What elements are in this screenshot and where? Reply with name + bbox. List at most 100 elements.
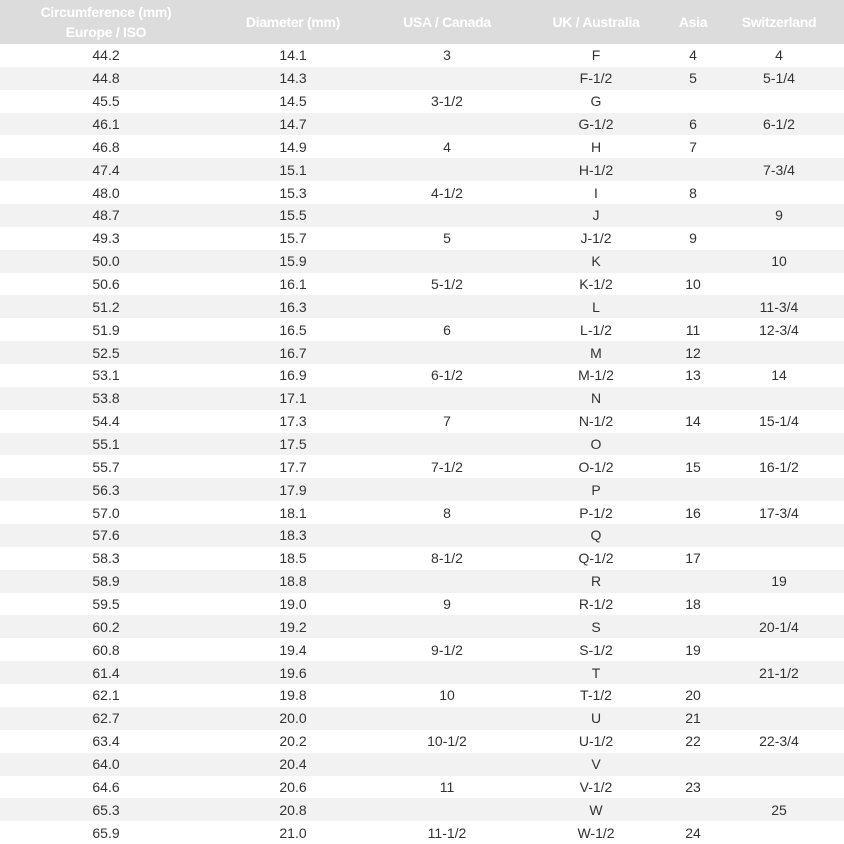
cell-usa-canada: 8-1/2 [431, 550, 463, 567]
cell-circumference: 65.9 [92, 824, 120, 841]
cell-uk-australia: S [520, 615, 672, 639]
cell-usa-canada: 3 [443, 47, 451, 64]
cell-usa-canada [374, 386, 520, 410]
cell-diameter: 14.1 [279, 47, 307, 64]
cell-asia: 24 [685, 824, 701, 841]
cell-switzerland [714, 684, 844, 707]
cell-circumference: 59.5 [92, 596, 120, 613]
table-row: 63.4 20.2 10-1/2 U-1/2 22 22-3/4 [0, 730, 844, 753]
cell-circumference: 58.3 [92, 550, 120, 567]
cell-asia: 4 [689, 47, 697, 64]
cell-usa-canada: 10-1/2 [427, 733, 467, 750]
cell-asia [672, 432, 714, 456]
cell-usa-canada: 10 [439, 687, 455, 704]
cell-uk-australia: J-1/2 [580, 230, 612, 247]
cell-usa-canada [374, 432, 520, 456]
cell-uk-australia: Q-1/2 [578, 550, 614, 567]
cell-diameter: 18.5 [279, 550, 307, 567]
cell-diameter: 20.8 [212, 798, 374, 822]
table-row: 54.4 17.3 7 N-1/2 14 15-1/4 [0, 410, 844, 433]
cell-usa-canada: 3-1/2 [431, 93, 463, 110]
table-row: 61.4 19.6 T 21-1/2 [0, 661, 844, 685]
cell-uk-australia: J [520, 204, 672, 227]
cell-diameter: 16.3 [212, 295, 374, 319]
column-header-label: Asia [678, 14, 708, 30]
cell-circumference: 50.0 [0, 249, 212, 273]
cell-asia: 9 [689, 230, 697, 247]
column-header-usa-canada: USA / Canada [374, 0, 520, 44]
cell-switzerland [714, 341, 844, 365]
cell-uk-australia: N [520, 386, 672, 410]
cell-asia [672, 798, 714, 822]
column-header-circumference: Circumference (mm) Europe / ISO [0, 0, 212, 44]
cell-uk-australia: P-1/2 [579, 504, 613, 521]
cell-circumference: 44.8 [0, 66, 212, 90]
cell-diameter: 18.1 [279, 504, 307, 521]
cell-asia: 19 [685, 641, 701, 658]
cell-diameter: 15.3 [279, 184, 307, 201]
column-header-label: Switzerland [741, 14, 817, 30]
cell-switzerland: 22-3/4 [759, 733, 799, 750]
column-header-label: Europe / ISO [65, 24, 147, 40]
cell-switzerland: 21-1/2 [714, 661, 844, 685]
cell-switzerland: 12-3/4 [759, 321, 799, 338]
cell-uk-australia: G [590, 93, 602, 110]
cell-asia: 6 [672, 112, 714, 136]
cell-circumference: 51.2 [0, 295, 212, 319]
cell-circumference: 51.9 [92, 321, 120, 338]
table-row: 53.8 17.1 N [0, 386, 844, 410]
cell-switzerland [714, 181, 844, 204]
cell-asia [672, 158, 714, 182]
cell-uk-australia: H-1/2 [520, 158, 672, 182]
table-row: 64.6 20.6 11 V-1/2 23 [0, 776, 844, 799]
cell-switzerland: 10 [714, 249, 844, 273]
cell-switzerland [714, 90, 844, 113]
cell-usa-canada: 5 [443, 230, 451, 247]
table-row: 60.8 19.4 9-1/2 S-1/2 19 [0, 638, 844, 661]
cell-asia: 20 [685, 687, 701, 704]
table-row: 53.1 16.9 6-1/2 M-1/2 13 14 [0, 364, 844, 387]
table-row: 58.3 18.5 8-1/2 Q-1/2 17 [0, 547, 844, 570]
cell-usa-canada: 5-1/2 [431, 276, 463, 293]
cell-switzerland: 19 [714, 569, 844, 593]
cell-diameter: 20.4 [212, 752, 374, 776]
table-row: 55.1 17.5 O [0, 432, 844, 456]
cell-diameter: 19.6 [212, 661, 374, 685]
cell-asia [672, 295, 714, 319]
cell-switzerland [714, 752, 844, 776]
table-row: 62.1 19.8 10 T-1/2 20 [0, 684, 844, 707]
column-header-asia: Asia [672, 0, 714, 44]
cell-diameter: 17.1 [212, 386, 374, 410]
cell-circumference: 60.2 [0, 615, 212, 639]
table-row: 44.8 14.3 F-1/2 5 5-1/4 [0, 66, 844, 90]
cell-circumference: 49.3 [92, 230, 120, 247]
cell-circumference: 56.3 [0, 478, 212, 502]
cell-usa-canada [374, 66, 520, 90]
cell-circumference: 55.1 [0, 432, 212, 456]
cell-uk-australia: M [520, 341, 672, 365]
cell-asia: 18 [685, 596, 701, 613]
cell-switzerland: 25 [714, 798, 844, 822]
cell-usa-canada [374, 706, 520, 730]
cell-circumference: 46.1 [0, 112, 212, 136]
cell-switzerland [714, 547, 844, 570]
cell-diameter: 17.3 [279, 413, 307, 430]
cell-asia [672, 752, 714, 776]
cell-asia: 14 [685, 413, 701, 430]
table-row: 57.0 18.1 8 P-1/2 16 17-3/4 [0, 501, 844, 524]
cell-diameter: 18.3 [212, 524, 374, 547]
cell-diameter: 19.2 [212, 615, 374, 639]
cell-uk-australia: T [520, 661, 672, 685]
cell-uk-australia: H [590, 138, 602, 155]
cell-usa-canada: 8 [443, 504, 451, 521]
cell-usa-canada [374, 112, 520, 136]
cell-switzerland: 7-3/4 [714, 158, 844, 182]
cell-diameter: 19.8 [279, 687, 307, 704]
cell-usa-canada: 11 [439, 778, 455, 795]
cell-circumference: 57.6 [0, 524, 212, 547]
cell-asia [672, 615, 714, 639]
cell-switzerland: 11-3/4 [714, 295, 844, 319]
cell-asia: 16 [685, 504, 701, 521]
cell-circumference: 62.1 [92, 687, 120, 704]
cell-diameter: 19.4 [279, 641, 307, 658]
